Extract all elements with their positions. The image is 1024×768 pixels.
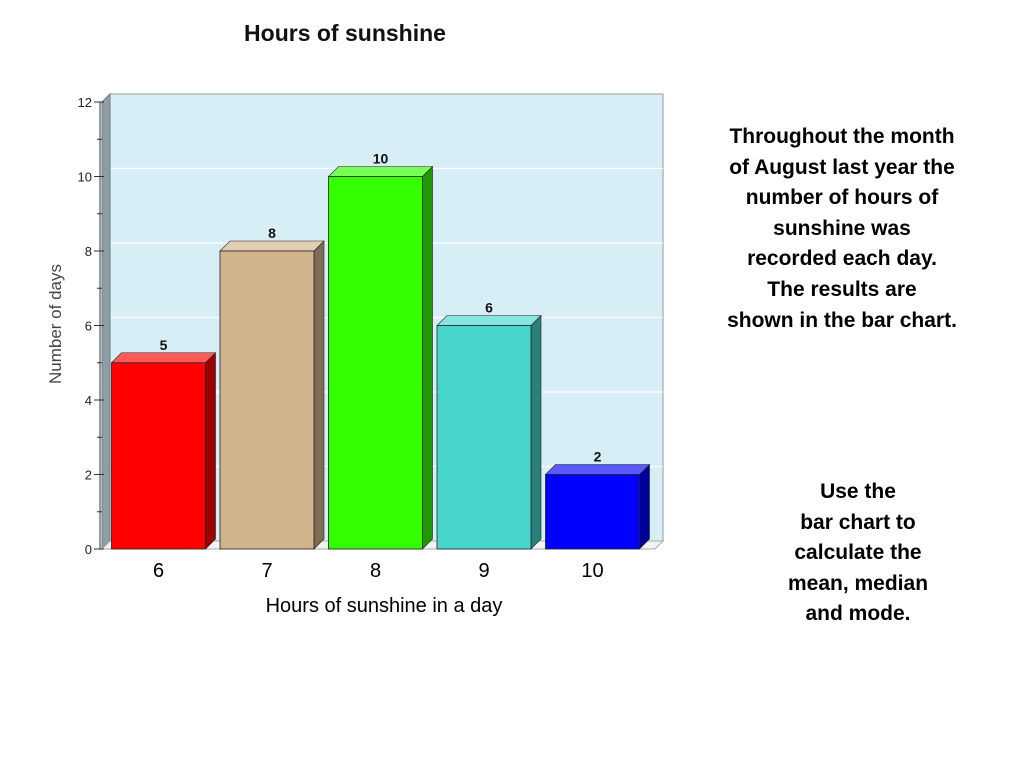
bar: [545, 474, 640, 550]
description-line: The results are: [767, 277, 917, 301]
x-tick-label: 9: [478, 560, 489, 582]
bar-top: [327, 166, 434, 177]
description-line: sunshine was: [773, 216, 911, 240]
y-tick-label: 0: [85, 542, 92, 557]
y-tick-label: 12: [78, 95, 92, 110]
bar-top: [110, 352, 217, 364]
task-line: calculate the: [794, 541, 922, 565]
bar-side: [530, 314, 542, 550]
task-line: bar chart to: [800, 510, 916, 534]
bar: [436, 325, 532, 550]
bar-data-label: 8: [268, 225, 276, 241]
bar-data-label: 5: [160, 337, 168, 353]
task-line: mean, median: [787, 571, 929, 595]
x-tick-label: 7: [261, 560, 272, 582]
bar-side: [422, 165, 433, 550]
bar-data-label: 2: [594, 449, 602, 465]
description-line: Throughout the month: [729, 125, 955, 148]
y-tick-label: 4: [85, 393, 92, 408]
bar-chart: 0 2 4 6 8 10 12 Number of days 5 6 8 7 10 8 6 9 2 10 Hours…: [46, 92, 665, 617]
chart-title: Hours of sunshine: [244, 20, 446, 46]
bar-data-label: 6: [485, 300, 493, 316]
task-text: Use the bar chart to calculate the mean,…: [758, 477, 958, 630]
bar-top: [436, 315, 542, 326]
bar-data-label: 10: [373, 151, 389, 167]
task-line: Use the: [820, 480, 896, 503]
x-tick-label: 6: [153, 560, 164, 582]
description-line: number of hours of: [745, 186, 939, 210]
x-axis-title: Hours of sunshine in a day: [266, 595, 503, 617]
left-wall: [101, 92, 111, 551]
bar-side: [205, 352, 216, 550]
description-line: shown in the bar chart.: [727, 308, 957, 332]
y-tick-label: 8: [85, 244, 92, 259]
y-tick-label: 2: [85, 468, 92, 483]
bar: [328, 176, 423, 550]
bar: [111, 362, 206, 550]
bar-top: [219, 240, 325, 252]
bar-side: [639, 463, 650, 550]
bar: [219, 250, 315, 550]
task-line: and mode.: [805, 602, 911, 626]
y-tick-label: 6: [85, 319, 92, 334]
description-text: Throughout the month of August last year…: [688, 122, 996, 336]
description-line: recorded each day.: [747, 247, 937, 271]
y-tick-label: 10: [78, 170, 92, 185]
description-line: of August last year the: [729, 155, 955, 179]
x-tick-label: 10: [581, 560, 603, 582]
x-tick-label: 8: [370, 560, 381, 582]
bar-top: [544, 464, 651, 475]
y-axis-title: Number of days: [46, 264, 65, 384]
bar-side: [313, 240, 325, 550]
